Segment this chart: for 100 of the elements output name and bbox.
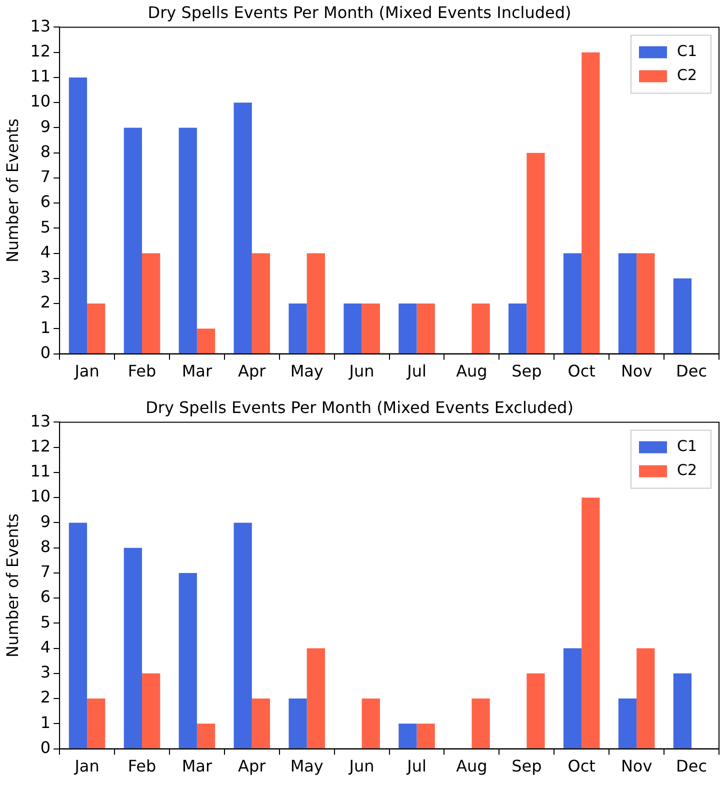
- y-tick-label: 2: [40, 688, 51, 707]
- x-tick-label: May: [290, 756, 324, 776]
- x-tick-label: Aug: [456, 756, 488, 776]
- bar: [196, 328, 216, 354]
- bar: [398, 304, 417, 354]
- y-tick-label: 13: [30, 16, 51, 36]
- y-tick-label: 12: [30, 436, 51, 456]
- bar: [673, 673, 692, 748]
- bar: [344, 304, 362, 354]
- x-tick-label: Apr: [238, 756, 266, 776]
- x-tick-label: Jun: [348, 756, 374, 776]
- x-tick-label: Apr: [238, 362, 266, 381]
- bar: [196, 724, 216, 748]
- y-tick-label: 11: [30, 66, 51, 86]
- bar: [582, 498, 600, 748]
- x-tick-label: Sep: [512, 756, 542, 776]
- y-tick-label: 0: [40, 342, 51, 362]
- y-tick-label: 9: [40, 512, 51, 531]
- bar: [563, 648, 582, 748]
- bar: [68, 77, 88, 354]
- bar: [306, 648, 325, 748]
- bar: [416, 304, 435, 354]
- x-tick-label: May: [290, 362, 324, 381]
- x-tick-label: Mar: [182, 362, 212, 381]
- bar: [178, 128, 197, 354]
- y-tick-label: 4: [40, 242, 51, 262]
- x-tick-label: Oct: [568, 756, 596, 776]
- bar: [618, 253, 637, 354]
- legend-label: C2: [676, 66, 698, 84]
- y-tick-label: 8: [40, 142, 51, 161]
- bar: [124, 548, 142, 748]
- y-tick-label: 0: [40, 738, 51, 757]
- x-tick-label: Jan: [74, 756, 100, 776]
- y-tick-label: 10: [30, 486, 51, 506]
- bar: [362, 698, 380, 748]
- y-tick-label: 7: [40, 562, 51, 582]
- y-tick-label: 5: [40, 612, 51, 632]
- bar: [178, 572, 197, 748]
- bar: [288, 698, 307, 748]
- bar: [252, 253, 270, 354]
- bar: [124, 128, 142, 354]
- bar: [508, 304, 527, 354]
- bar: [234, 522, 252, 748]
- bar: [563, 253, 582, 354]
- bar: [306, 253, 325, 354]
- bar: [142, 253, 160, 354]
- bar: [362, 304, 380, 354]
- x-tick-label: Mar: [182, 756, 212, 776]
- y-tick-label: 5: [40, 217, 51, 236]
- bar: [87, 698, 106, 748]
- bar: [68, 522, 88, 748]
- y-axis-title: Number of Events: [2, 118, 22, 263]
- x-tick-label: Feb: [128, 362, 156, 381]
- bar: [526, 673, 545, 748]
- y-tick-label: 1: [40, 712, 51, 732]
- bar: [252, 698, 270, 748]
- bar: [416, 724, 435, 748]
- bar: [472, 698, 490, 748]
- bar: [398, 724, 417, 748]
- y-tick-label: 7: [40, 167, 51, 186]
- x-tick-label: Oct: [568, 362, 596, 381]
- y-tick-label: 3: [40, 662, 51, 682]
- y-tick-label: 11: [30, 462, 51, 481]
- bar: [636, 253, 655, 354]
- x-tick-label: Jun: [348, 362, 374, 381]
- bar: [526, 152, 545, 354]
- x-tick-label: Dec: [676, 362, 708, 381]
- x-tick-label: Dec: [676, 756, 708, 776]
- bar: [87, 304, 106, 354]
- bar: [636, 648, 655, 748]
- y-tick-label: 2: [40, 292, 51, 312]
- bar: [673, 278, 692, 354]
- y-tick-label: 6: [40, 587, 51, 606]
- bar: [234, 102, 252, 354]
- y-tick-label: 12: [30, 41, 51, 60]
- x-tick-label: Jul: [406, 362, 426, 381]
- x-tick-label: Sep: [512, 362, 542, 381]
- bar: [472, 304, 490, 354]
- y-tick-label: 4: [40, 637, 51, 656]
- bar: [582, 52, 600, 354]
- legend-label: C1: [676, 437, 698, 456]
- chart-title: Dry Spells Events Per Month (Mixed Events Included): [148, 2, 572, 22]
- y-tick-label: 1: [40, 318, 51, 337]
- x-tick-label: Feb: [128, 756, 156, 776]
- y-tick-label: 8: [40, 536, 51, 556]
- x-tick-label: Nov: [620, 362, 652, 381]
- chart-title: Dry Spells Events Per Month (Mixed Events Excluded): [146, 398, 574, 417]
- bar: [618, 698, 637, 748]
- y-tick-label: 6: [40, 192, 51, 212]
- legend-label: C2: [676, 461, 698, 480]
- bar: [288, 304, 307, 354]
- y-tick-label: 3: [40, 268, 51, 287]
- x-tick-label: Jan: [74, 362, 100, 381]
- x-tick-label: Jul: [406, 756, 426, 776]
- y-tick-label: 13: [30, 411, 51, 430]
- y-tick-label: 10: [30, 92, 51, 111]
- y-axis-title: Number of Events: [2, 513, 22, 658]
- bar: [142, 673, 160, 748]
- x-tick-label: Nov: [620, 756, 652, 776]
- y-tick-label: 9: [40, 116, 51, 136]
